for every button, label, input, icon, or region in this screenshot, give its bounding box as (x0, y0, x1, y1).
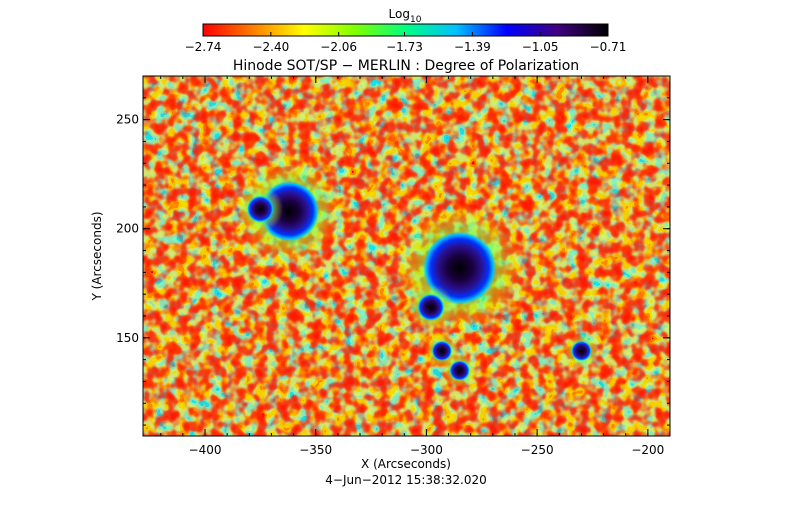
y-axis: 150 200 250 (116, 75, 670, 426)
polarization-spot (449, 360, 470, 381)
colorbar-bar (202, 23, 609, 37)
colorbar-tick-label: −2.40 (252, 40, 289, 54)
colorbar-ticks: −2.74 −2.40 −2.06 −1.73 −1.39 −1.05 −0.71 (185, 32, 627, 54)
y-tick-label: 150 (116, 331, 139, 345)
y-axis-label: Y (Arcseconds) (90, 211, 104, 301)
y-tick-label: 250 (116, 113, 139, 127)
polarization-spot (571, 340, 592, 361)
colorbar-tick-label: −0.71 (590, 40, 627, 54)
x-tick-label: −200 (631, 443, 664, 457)
colorbar-label: Log10 (389, 7, 422, 25)
x-tick-label: −300 (410, 443, 443, 457)
x-tick-label: −250 (521, 443, 554, 457)
colorbar-tick-label: −2.74 (185, 40, 222, 54)
colorbar: Log10 −2.74 −2.40 −2.06 −1.73 −1.39 −1.05 −0.7… (185, 7, 627, 54)
colorbar-tick-label: −2.06 (320, 40, 357, 54)
y-tick-label: 200 (116, 222, 139, 236)
colorbar-tick-label: −1.05 (522, 40, 559, 54)
polarization-spot (417, 293, 445, 321)
x-tick-label: −350 (299, 443, 332, 457)
plot-area (143, 76, 670, 436)
timestamp: 4−Jun−2012 15:38:32.020 (325, 473, 486, 487)
x-axis-label: X (Arcseconds) (361, 457, 451, 471)
polarization-spot (423, 231, 497, 305)
x-tick-label: −400 (189, 443, 222, 457)
colorbar-tick-label: −1.39 (454, 40, 491, 54)
heatmap-features (237, 159, 599, 388)
plot-frame (142, 75, 671, 437)
polarization-spot (431, 340, 452, 361)
x-axis: −400 −350 −300 −250 −200 (160, 76, 671, 457)
chart-title: Hinode SOT/SP − MERLIN : Degree of Polar… (233, 58, 579, 74)
polarization-spot (247, 195, 274, 223)
colorbar-tick-label: −1.73 (386, 40, 423, 54)
